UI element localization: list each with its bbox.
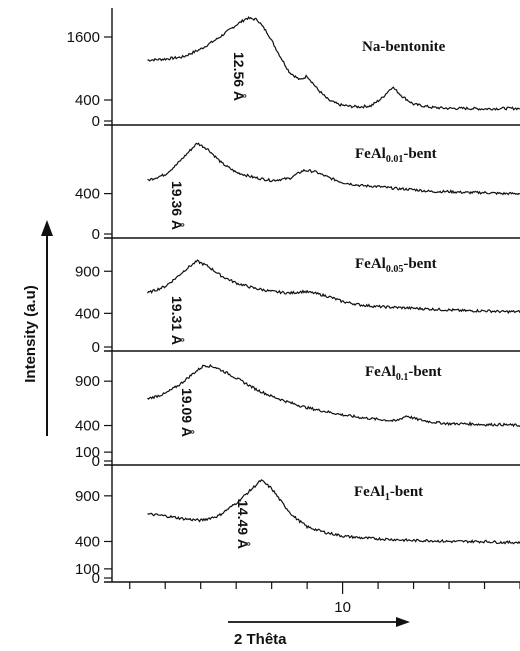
y-tick-label: 0: [92, 113, 100, 130]
y-tick-label: 400: [75, 533, 100, 550]
y-tick-label: 0: [92, 226, 100, 243]
x-arrow-head-icon: [396, 617, 410, 627]
peak-label: 19.31 Å: [169, 296, 185, 345]
x-tick-label: 10: [334, 599, 351, 616]
series-line: [147, 15, 520, 111]
x-axis-title: 2 Thêta: [234, 631, 287, 648]
peak-label: 12.56 Å: [231, 52, 247, 101]
series-label: Na-bentonite: [362, 39, 446, 55]
peak-label: 14.49 Å: [235, 500, 251, 549]
y-tick-label: 1600: [67, 29, 100, 46]
y-arrow-head-icon: [41, 220, 53, 236]
series-line: [147, 363, 520, 428]
series-label: FeAl0.1-bent: [365, 364, 442, 383]
series-label: FeAl0.01-bent: [355, 146, 437, 165]
y-tick-label: 400: [75, 92, 100, 109]
y-tick-label: 900: [75, 263, 100, 280]
series-line: [147, 142, 520, 196]
series-label: FeAl1-bent: [354, 484, 423, 503]
y-tick-label: 400: [75, 418, 100, 435]
panel-3: 900 400 0 FeAl0.05-bent 19.31 Å: [75, 256, 520, 356]
y-tick-label: 0: [92, 570, 100, 587]
panel-2: 400 0 FeAl0.01-bent 19.36 Å: [75, 142, 520, 243]
y-tick-label: 0: [92, 453, 100, 470]
series-label: FeAl0.05-bent: [355, 256, 437, 275]
series-line: [146, 259, 520, 315]
axes-layer: 10 2 Thêta Intensity (a.u): [22, 8, 520, 648]
y-tick-label: 900: [75, 373, 100, 390]
y-tick-label: 900: [75, 488, 100, 505]
y-tick-label: 400: [75, 305, 100, 322]
panel-1: 1600 400 0 Na-bentonite 12.56 Å: [67, 15, 520, 130]
y-tick-label: 100: [75, 561, 100, 578]
y-tick-label: 400: [75, 186, 100, 203]
series-line: [147, 479, 520, 545]
panels-layer: 1600 400 0 Na-bentonite 12.56 Å 400 0 FeAl0.01-…: [67, 15, 520, 587]
y-axis-title: Intensity (a.u): [22, 285, 39, 383]
peak-label: 19.36 Å: [169, 181, 185, 230]
y-tick-label: 0: [92, 339, 100, 356]
peak-label: 19.09 Å: [179, 388, 195, 437]
y-tick-label: 100: [75, 444, 100, 461]
